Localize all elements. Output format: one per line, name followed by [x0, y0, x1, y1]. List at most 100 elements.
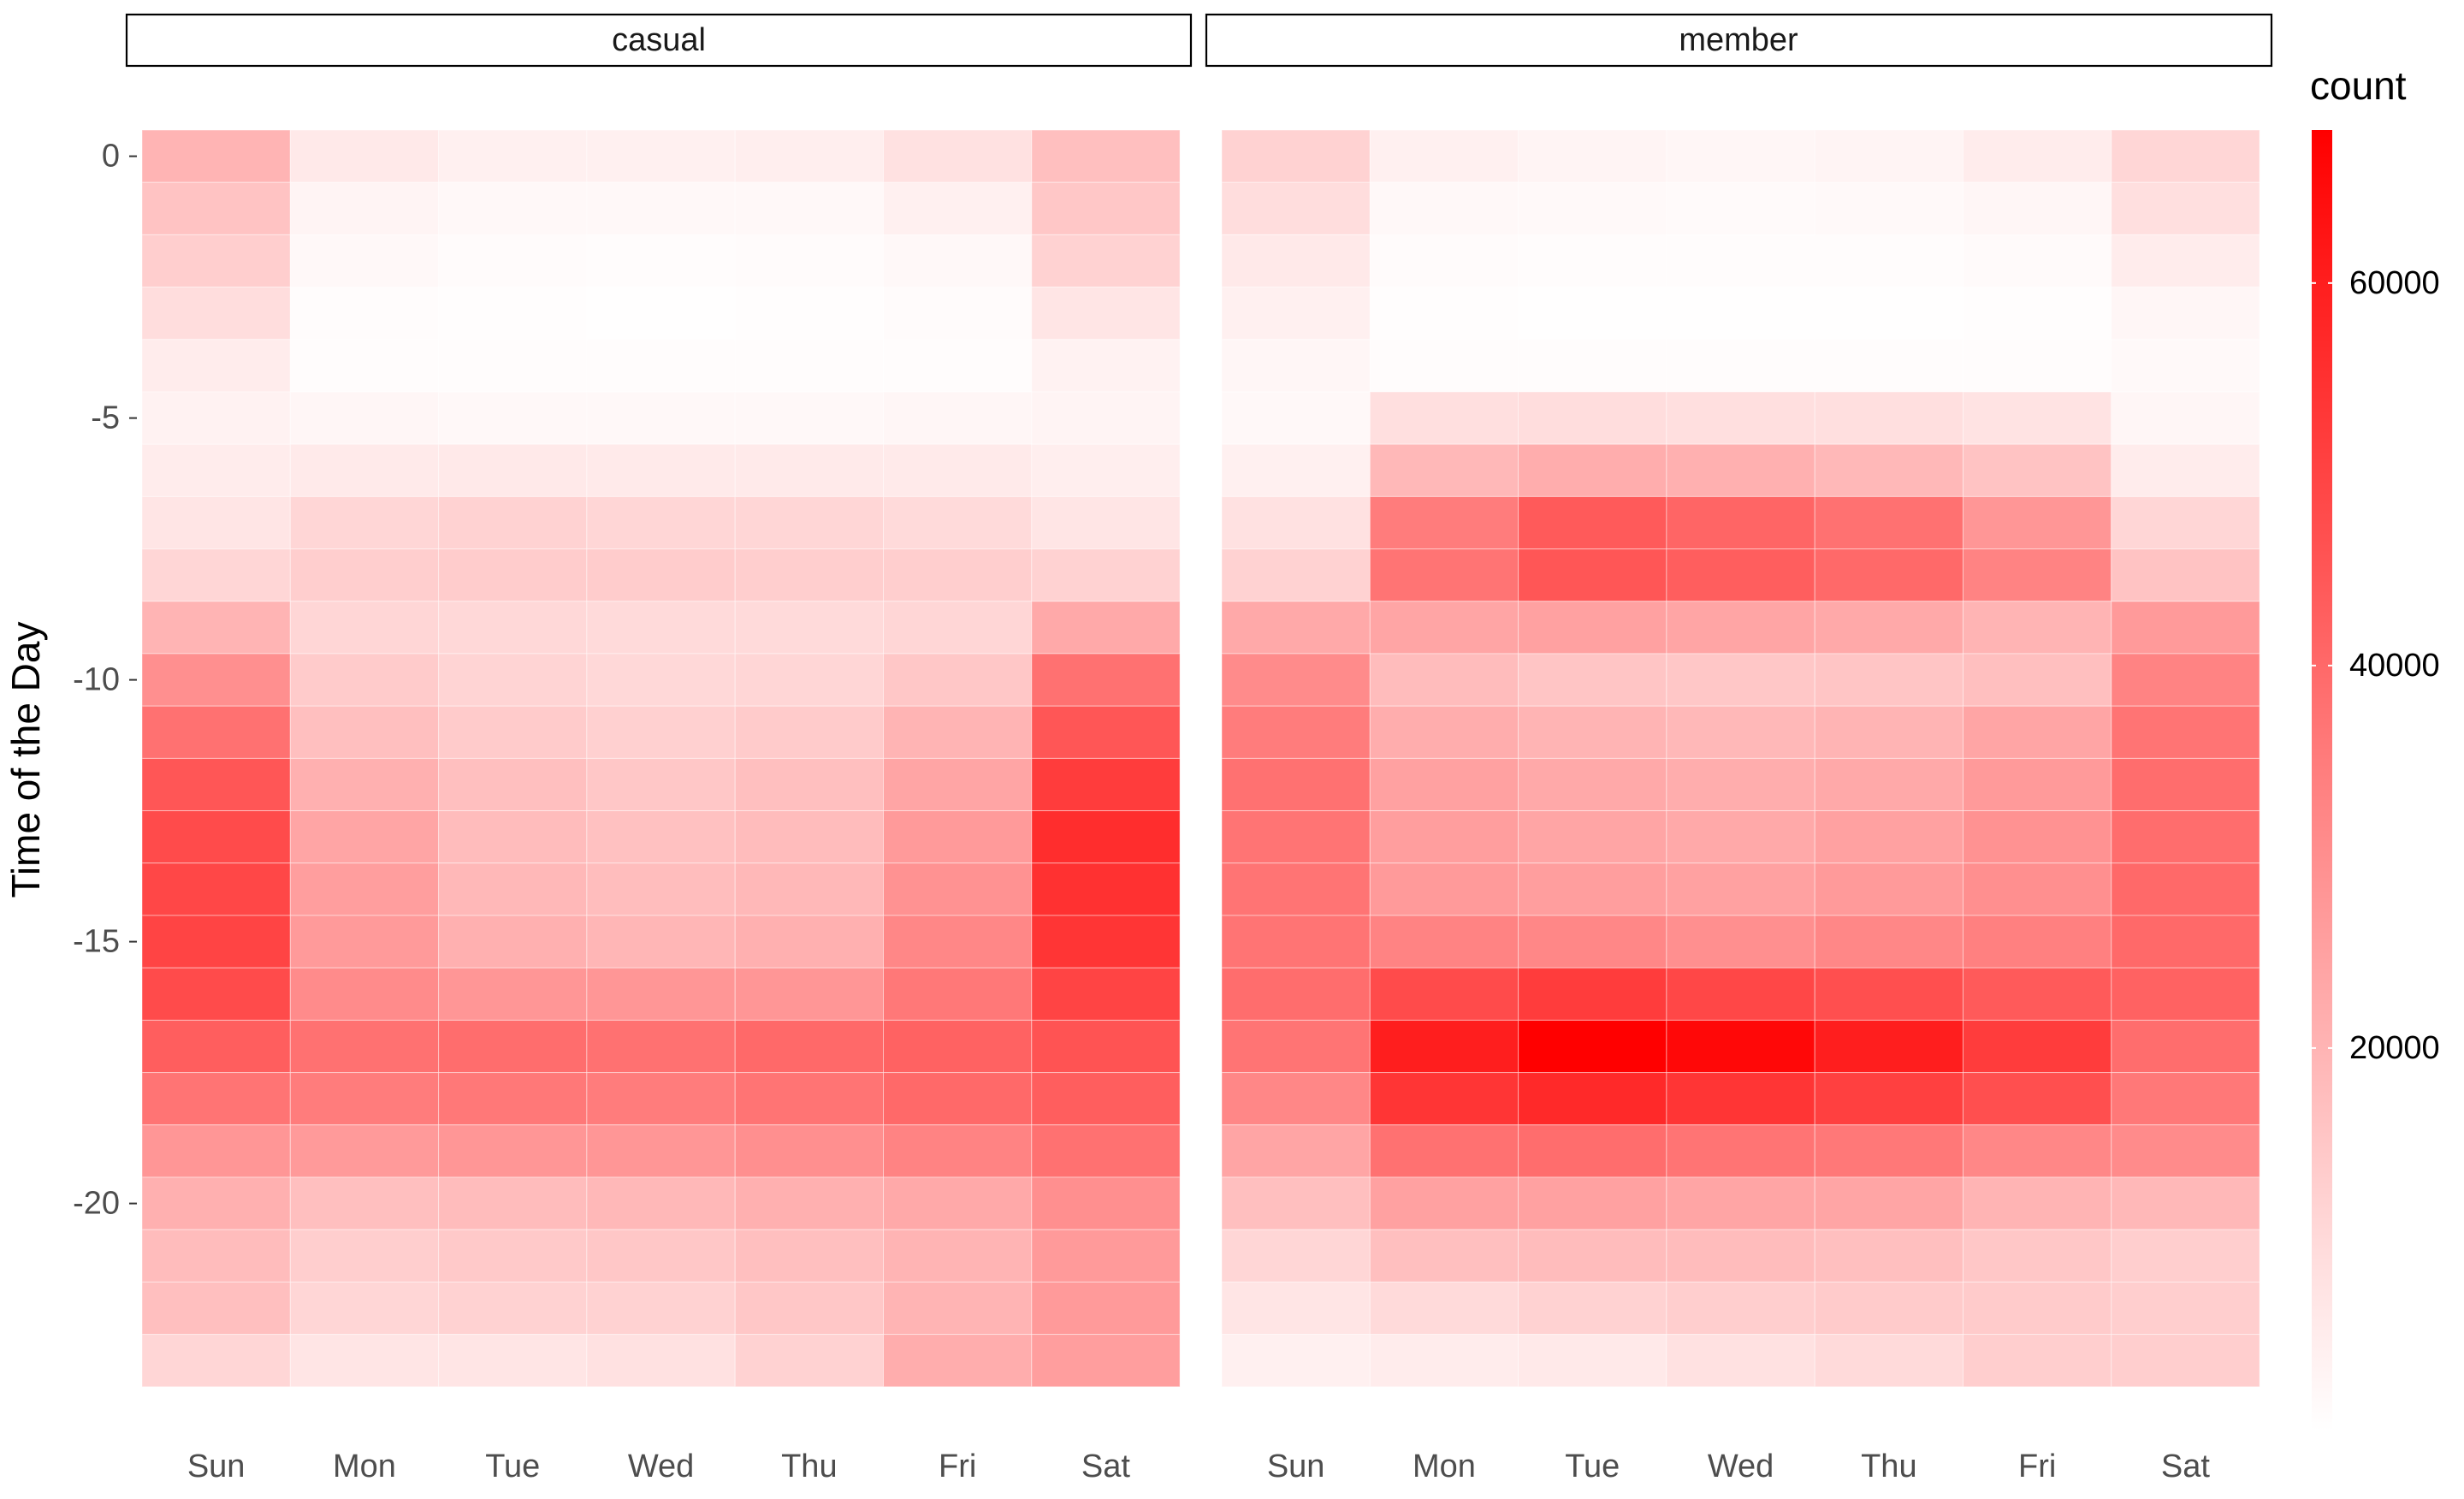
heatmap-cell-member-Mon-6	[1369, 443, 1519, 497]
heatmap-cell-casual-Sun-9	[141, 601, 291, 655]
y-tick-label-0: 0	[102, 139, 120, 175]
heatmap-cell-casual-Tue-18	[438, 1072, 588, 1126]
heatmap-cell-member-Sat-4	[2111, 339, 2260, 393]
heatmap-cell-member-Sat-1	[2111, 181, 2260, 235]
heatmap-cell-casual-Mon-11	[289, 705, 440, 759]
heatmap-cell-member-Tue-9	[1518, 601, 1667, 655]
heatmap-cell-member-Sun-4	[1221, 339, 1371, 393]
legend-ticks: 20000 40000 60000	[2312, 265, 2440, 1066]
heatmap-cell-member-Fri-1	[1963, 181, 2112, 235]
heatmap-cell-member-Sun-21	[1221, 1229, 1371, 1283]
heatmap-cell-member-Tue-2	[1518, 234, 1667, 288]
heatmap-cell-casual-Wed-21	[586, 1229, 736, 1283]
heatmap-cell-casual-Tue-23	[438, 1334, 588, 1388]
heatmap-cell-casual-Thu-5	[734, 391, 885, 445]
heatmap-cell-casual-Fri-19	[883, 1124, 1033, 1178]
heatmap-cell-casual-Fri-14	[883, 862, 1033, 916]
heatmap-cell-casual-Sat-19	[1031, 1124, 1181, 1178]
heatmap-cell-casual-Thu-18	[734, 1072, 885, 1126]
heatmap-cell-casual-Thu-17	[734, 1019, 885, 1074]
heatmap-cell-member-Wed-19	[1666, 1124, 1815, 1178]
heatmap-cell-member-Fri-22	[1963, 1281, 2112, 1336]
heatmap-cell-member-Mon-16	[1369, 967, 1519, 1021]
heatmap-cell-casual-Sat-7	[1031, 495, 1181, 550]
heatmap-cell-member-Tue-13	[1518, 810, 1667, 864]
heatmap-cell-member-Sat-18	[2111, 1072, 2260, 1126]
heatmap-cell-member-Fri-19	[1963, 1124, 2112, 1178]
heatmap-cell-member-Wed-11	[1666, 705, 1815, 759]
heatmap-cell-casual-Mon-14	[289, 862, 440, 916]
heatmap-cell-member-Thu-5	[1814, 391, 1964, 445]
heatmap-cell-member-Fri-4	[1963, 339, 2112, 393]
heatmap-cell-casual-Sun-16	[141, 967, 291, 1021]
heatmap-cell-casual-Thu-12	[734, 757, 885, 812]
heatmap-cell-casual-Sat-5	[1031, 391, 1181, 445]
heatmap-cell-member-Sun-15	[1221, 915, 1371, 969]
heatmap-cell-casual-Wed-9	[586, 601, 736, 655]
heatmap-cell-casual-Tue-11	[438, 705, 588, 759]
heatmap-cell-member-Sat-16	[2111, 967, 2260, 1021]
heatmap-cell-casual-Sat-22	[1031, 1281, 1181, 1336]
heatmap-cell-member-Thu-15	[1814, 915, 1964, 969]
heatmap-cell-casual-Sun-15	[141, 915, 291, 969]
heatmap-cell-member-Sun-1	[1221, 181, 1371, 235]
heatmap-cell-casual-Thu-19	[734, 1124, 885, 1178]
heatmap-cell-member-Sat-7	[2111, 495, 2260, 550]
heatmap-cell-casual-Tue-8	[438, 548, 588, 602]
strip-label-member: member	[1679, 22, 1798, 58]
heatmap-cell-casual-Sun-6	[141, 443, 291, 497]
heatmap-cell-casual-Tue-10	[438, 653, 588, 707]
legend-tick-label-0: 20000	[2349, 1030, 2440, 1066]
heatmap-cell-member-Wed-15	[1666, 915, 1815, 969]
heatmap-cell-member-Sat-3	[2111, 287, 2260, 341]
x-tick-label-casual-Sat: Sat	[1081, 1449, 1130, 1484]
heatmap-cell-casual-Sun-4	[141, 339, 291, 393]
heatmap-cell-casual-Mon-8	[289, 548, 440, 602]
heatmap-cell-member-Mon-10	[1369, 653, 1519, 707]
heatmap-cell-member-Tue-5	[1518, 391, 1667, 445]
x-axis: Sun Mon Tue Wed Thu Fri Sat Sun Mon Tue Wed Thu Fri S…	[187, 1449, 2211, 1484]
legend-tick-label-1: 40000	[2349, 648, 2440, 684]
heatmap-cell-member-Mon-11	[1369, 705, 1519, 759]
heatmap-cell-casual-Fri-4	[883, 339, 1033, 393]
heatmap-cell-member-Tue-3	[1518, 287, 1667, 341]
heatmap-cell-member-Mon-14	[1369, 862, 1519, 916]
heatmap-cell-casual-Fri-20	[883, 1176, 1033, 1230]
y-axis-title: Time of the Day	[3, 622, 48, 898]
legend-tick-label-2: 60000	[2349, 265, 2440, 301]
heatmap-cell-member-Mon-1	[1369, 181, 1519, 235]
heatmap-cell-casual-Wed-2	[586, 234, 736, 288]
heatmap-cell-casual-Tue-1	[438, 181, 588, 235]
heatmap-cell-casual-Wed-18	[586, 1072, 736, 1126]
heatmap-cell-casual-Thu-4	[734, 339, 885, 393]
heatmap-cell-casual-Wed-1	[586, 181, 736, 235]
heatmap-cell-member-Wed-9	[1666, 601, 1815, 655]
heatmap-cell-member-Mon-23	[1369, 1334, 1519, 1388]
x-tick-label-member-Thu: Thu	[1861, 1449, 1916, 1484]
heatmap-cell-member-Sat-8	[2111, 548, 2260, 602]
heatmap-cell-member-Tue-7	[1518, 495, 1667, 550]
heatmap-cell-casual-Sat-4	[1031, 339, 1181, 393]
heatmap-cell-casual-Thu-20	[734, 1176, 885, 1230]
heatmap-cell-casual-Sat-2	[1031, 234, 1181, 288]
heatmap-cell-casual-Fri-12	[883, 757, 1033, 812]
heatmap-cell-casual-Fri-6	[883, 443, 1033, 497]
heatmap-cell-casual-Fri-22	[883, 1281, 1033, 1336]
heatmap-cell-member-Thu-14	[1814, 862, 1964, 916]
heatmap-cell-casual-Thu-13	[734, 810, 885, 864]
heatmap-cell-member-Fri-3	[1963, 287, 2112, 341]
x-tick-label-member-Sun: Sun	[1267, 1449, 1325, 1484]
heatmap-cell-member-Thu-1	[1814, 181, 1964, 235]
heatmap-cell-casual-Tue-20	[438, 1176, 588, 1230]
facet-strips: casual member	[125, 13, 2273, 68]
heatmap-cell-member-Wed-0	[1666, 129, 1815, 183]
heatmap-cell-member-Fri-12	[1963, 757, 2112, 812]
heatmap-cell-casual-Fri-7	[883, 495, 1033, 550]
heatmap-cell-member-Wed-1	[1666, 181, 1815, 235]
heatmap-cell-member-Sun-0	[1221, 129, 1371, 183]
heatmap-cell-member-Thu-3	[1814, 287, 1964, 341]
heatmap-cell-casual-Wed-17	[586, 1019, 736, 1074]
heatmap-cell-member-Sun-13	[1221, 810, 1371, 864]
heatmap-cell-casual-Tue-15	[438, 915, 588, 969]
heatmap-cell-member-Wed-12	[1666, 757, 1815, 812]
